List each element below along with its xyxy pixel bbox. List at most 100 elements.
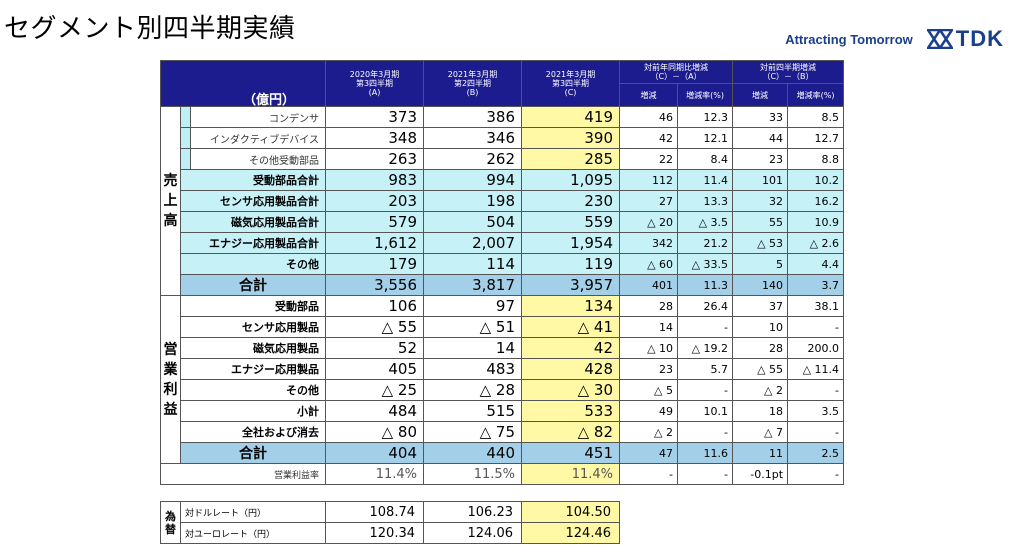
value-a: 579 (325, 211, 425, 233)
change-yd: △ 2 (619, 421, 679, 443)
period-b-line2: 第2四半期 (453, 79, 492, 88)
value-b: 3,817 (423, 274, 523, 296)
value-a: △ 55 (325, 316, 425, 338)
period-a-line2: 第3四半期 (355, 79, 394, 88)
qoq-pct-header: 増減率(%) (787, 83, 845, 107)
fx-row-label: 対ドルレート（円） (180, 501, 326, 523)
change-yd: 27 (619, 190, 679, 212)
fx-value-b: 106.23 (423, 501, 522, 523)
period-b-header: 2021年3月期 第2四半期 (B) (423, 60, 523, 107)
change-yp: △ 19.2 (677, 337, 734, 359)
period-b-line1: 2021年3月期 (447, 70, 498, 79)
change-yd: 23 (619, 358, 679, 380)
op-label-char: 益 (163, 401, 178, 418)
value-a: 52 (325, 337, 425, 359)
change-qd: 32 (732, 190, 789, 212)
fx-rate-table: 為替対ドルレート（円） 108.74 106.23 104.50 対ユーロレート（円） 1… (160, 501, 620, 544)
value-b: 198 (423, 190, 523, 212)
table-row: センサ応用製品合計 203 198 230 27 13.3 32 16.2 (161, 190, 845, 212)
table-row: その他 △ 25 △ 28 △ 30 △ 5- △ 2- (161, 379, 845, 401)
change-qd: △ 55 (732, 358, 789, 380)
change-yd: 22 (619, 148, 679, 170)
change-yd: 47 (619, 442, 679, 464)
page-title: セグメント別四半期実績 (4, 14, 296, 44)
qoq-header: 対前四半期増減 （C）－（B） (732, 60, 845, 84)
sales-label-char: 高 (163, 213, 178, 229)
value-b: △ 51 (423, 316, 523, 338)
row-label: エナジー応用製品合計 (179, 232, 327, 254)
value-c: 559 (521, 211, 621, 233)
row-label: 受動部品合計 (179, 169, 327, 191)
tdk-logo: TDK (926, 26, 1004, 52)
row-label: コンデンサ (189, 106, 327, 128)
row-label: センサ応用製品 (179, 316, 327, 338)
change-qd: △ 53 (732, 232, 789, 254)
change-qd: 101 (732, 169, 789, 191)
value-c: 3,957 (521, 274, 621, 296)
change-qp: 8.5 (787, 106, 845, 128)
yoy-diff-header: 増減 (619, 83, 679, 107)
table-row: エナジー応用製品合計 1,612 2,007 1,954 342 21.2 △ 53 △ 2.… (161, 232, 845, 254)
tdk-mark-icon (926, 29, 953, 49)
value-a: 373 (325, 106, 425, 128)
period-c-header: 2021年3月期 第3四半期 (C) (521, 60, 621, 107)
change-qp: 3.5 (787, 400, 845, 422)
margin-label: 営業利益率 (159, 463, 327, 485)
tdk-logo-text: TDK (955, 26, 1004, 51)
margin-value-b: 11.5% (423, 463, 523, 485)
value-c: 1,095 (521, 169, 621, 191)
change-qd: 44 (732, 127, 789, 149)
value-c: 119 (521, 253, 621, 275)
segment-results-table: （億円） 2020年3月期 第3四半期 (A) 2021年3月期 第2四半期 (… (159, 60, 845, 485)
operating-income-vertical-label: 営業利益 (160, 295, 181, 464)
change-yp: - (677, 316, 734, 338)
table-row: 受動部品合計 983 994 1,095 112 11.4 101 10.2 (161, 169, 845, 191)
qoq-line1: 対前四半期増減 (760, 63, 817, 72)
value-b: 262 (423, 148, 523, 170)
change-yp: 12.3 (677, 106, 734, 128)
change-qp: △ 2.6 (787, 232, 845, 254)
value-c: 533 (521, 400, 621, 422)
change-yd: 14 (619, 316, 679, 338)
fx-value-b: 124.06 (423, 522, 522, 544)
table-row: その他受動部品 263 262 285 22 8.4 23 8.8 (161, 148, 845, 170)
op-total-label: 合計 (179, 442, 327, 464)
change-qp: - (787, 379, 845, 401)
value-b: 2,007 (423, 232, 523, 254)
value-b: 97 (423, 295, 523, 317)
fx-vertical-label: 為替 (160, 501, 181, 544)
change-yp: 11.6 (677, 442, 734, 464)
margin-value-a: 11.4% (325, 463, 425, 485)
value-b: 504 (423, 211, 523, 233)
table-row: その他 179 114 119 △ 60 △ 33.5 5 4.4 (161, 253, 845, 275)
change-qp: 200.0 (787, 337, 845, 359)
brand-tagline: Attracting Tomorrow (785, 31, 913, 47)
indent-cell (180, 106, 191, 128)
change-qp: 8.8 (787, 148, 845, 170)
value-c: 42 (521, 337, 621, 359)
value-b: △ 28 (423, 379, 523, 401)
row-label: 磁気応用製品 (179, 337, 327, 359)
row-label: その他受動部品 (189, 148, 327, 170)
change-yp: 10.1 (677, 400, 734, 422)
change-qd: △ 7 (732, 421, 789, 443)
unit-header: （億円） (159, 60, 327, 107)
fx-section: 為替対ドルレート（円） 108.74 106.23 104.50 対ユーロレート（円） 1… (160, 501, 620, 544)
yoy-line2: （C）－（A） (650, 72, 702, 81)
value-a: 348 (325, 127, 425, 149)
change-qp: - (787, 316, 845, 338)
period-c-line2: 第3四半期 (551, 79, 590, 88)
value-a: 1,612 (325, 232, 425, 254)
qoq-line2: （C）－（B） (762, 72, 814, 81)
change-yd: 401 (619, 274, 679, 296)
row-label: 全社および消去 (179, 421, 327, 443)
change-qp: 10.2 (787, 169, 845, 191)
change-yd: 42 (619, 127, 679, 149)
fx-row-label: 対ユーロレート（円） (180, 522, 326, 544)
change-yd: △ 20 (619, 211, 679, 233)
value-a: △ 80 (325, 421, 425, 443)
change-qp: 3.7 (787, 274, 845, 296)
op-total-row: 合計 404 440 451 47 11.6 11 2.5 (161, 442, 845, 464)
op-label-char: 営 (163, 341, 178, 358)
change-qp: 10.9 (787, 211, 845, 233)
